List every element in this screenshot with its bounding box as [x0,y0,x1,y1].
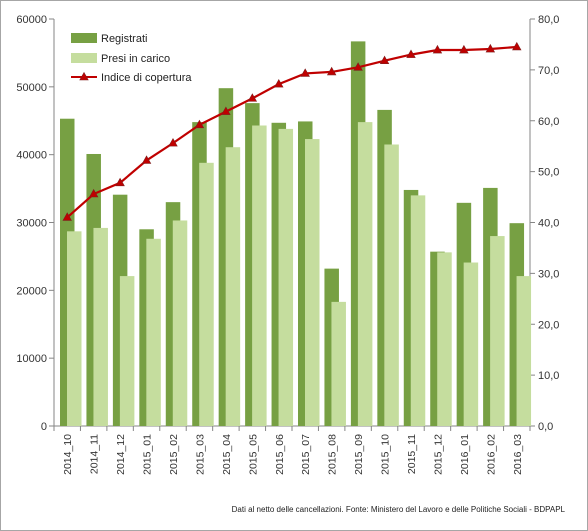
category-label: 2015_06 [274,434,286,475]
category-label: 2015_03 [194,434,206,475]
right-tick-label: 70,0 [538,65,559,77]
category-label: 2015_02 [168,434,180,475]
bar-presi-in-carico [305,139,320,426]
bar-presi-in-carico [490,236,505,426]
category-label: 2014_12 [115,434,127,475]
category-label: 2015_01 [142,434,154,475]
left-tick-label: 60000 [16,14,47,26]
indice-marker [274,79,284,88]
right-tick-label: 30,0 [538,268,559,280]
right-tick-label: 60,0 [538,116,559,128]
indice-marker [221,106,231,115]
indice-marker [247,93,258,102]
legend: Registrati Presi in carico Indice di coper… [71,33,192,84]
category-label: 2015_07 [300,434,312,475]
indice-marker [88,188,99,198]
bar-presi-in-carico [384,144,399,426]
bar-presi-in-carico [516,276,532,426]
indice-marker [326,66,337,76]
bar-presi-in-carico [225,147,241,426]
legend-label: Presi in carico [101,53,170,65]
bar-presi-in-carico [331,301,346,426]
category-label: 2015_09 [353,434,365,475]
category-label: 2015_11 [406,434,418,474]
bar-presi-in-carico [67,231,82,426]
right-tick-label: 40,0 [538,218,559,230]
bar-presi-in-carico [119,276,135,426]
left-tick-label: 0 [41,421,47,433]
category-label: 2015_12 [432,434,444,475]
left-tick-label: 30000 [16,218,47,230]
tick-labels: 0 10000 20000 30000 40000 50000 60000 0,0 10,0 20… [16,14,559,475]
indice-marker [379,55,390,65]
category-label: 2014_10 [62,434,74,475]
left-tick-label: 10000 [16,353,47,365]
indice-marker [62,212,72,221]
legend-marker [79,71,89,81]
left-tick-label: 20000 [16,285,47,297]
bar-presi-in-carico [199,162,214,426]
right-tick-label: 20,0 [538,319,559,331]
bar-presi-in-carico [93,227,108,426]
category-label: 2016_01 [459,434,471,475]
right-tick-label: 0,0 [538,421,553,433]
indice-marker [485,43,496,53]
source-footnote: Dati al netto delle cancellazioni. Fonte… [231,505,565,514]
legend-label: Registrati [101,33,147,45]
right-tick-label: 50,0 [538,167,559,179]
category-label: 2015_08 [327,434,339,475]
indice-marker [300,68,310,77]
bar-presi-in-carico [437,252,452,426]
indice-marker [353,62,363,71]
bar-presi-in-carico [146,238,161,426]
category-label: 2014_11 [89,434,101,474]
indice-marker [168,138,178,147]
left-tick-label: 40000 [16,150,47,162]
bar-presi-in-carico [278,128,294,426]
bar-presi-in-carico [252,125,267,426]
bars [60,41,532,427]
legend-label: Indice di copertura [101,72,192,84]
indice-marker [115,177,125,187]
bar-presi-in-carico [172,220,188,426]
indice-marker [406,49,416,58]
bar-presi-in-carico [357,122,373,427]
left-tick-label: 50000 [16,82,47,94]
right-tick-label: 80,0 [538,14,559,26]
category-label: 2015_04 [221,434,233,475]
category-label: 2015_10 [380,434,392,475]
category-label: 2016_03 [512,434,524,475]
coverage-line [62,41,522,221]
indice-di-copertura-line [66,45,517,219]
legend-swatch [71,53,97,63]
indice-marker [432,44,443,54]
category-label: 2015_05 [247,434,259,475]
indice-marker [194,119,205,129]
indice-marker [141,155,152,164]
right-tick-label: 10,0 [538,370,559,382]
legend-swatch [71,33,97,43]
indice-marker [512,41,522,51]
indice-marker [459,44,469,54]
bar-presi-in-carico [463,262,479,426]
bar-presi-in-carico [410,195,426,426]
category-label: 2016_02 [485,434,497,475]
